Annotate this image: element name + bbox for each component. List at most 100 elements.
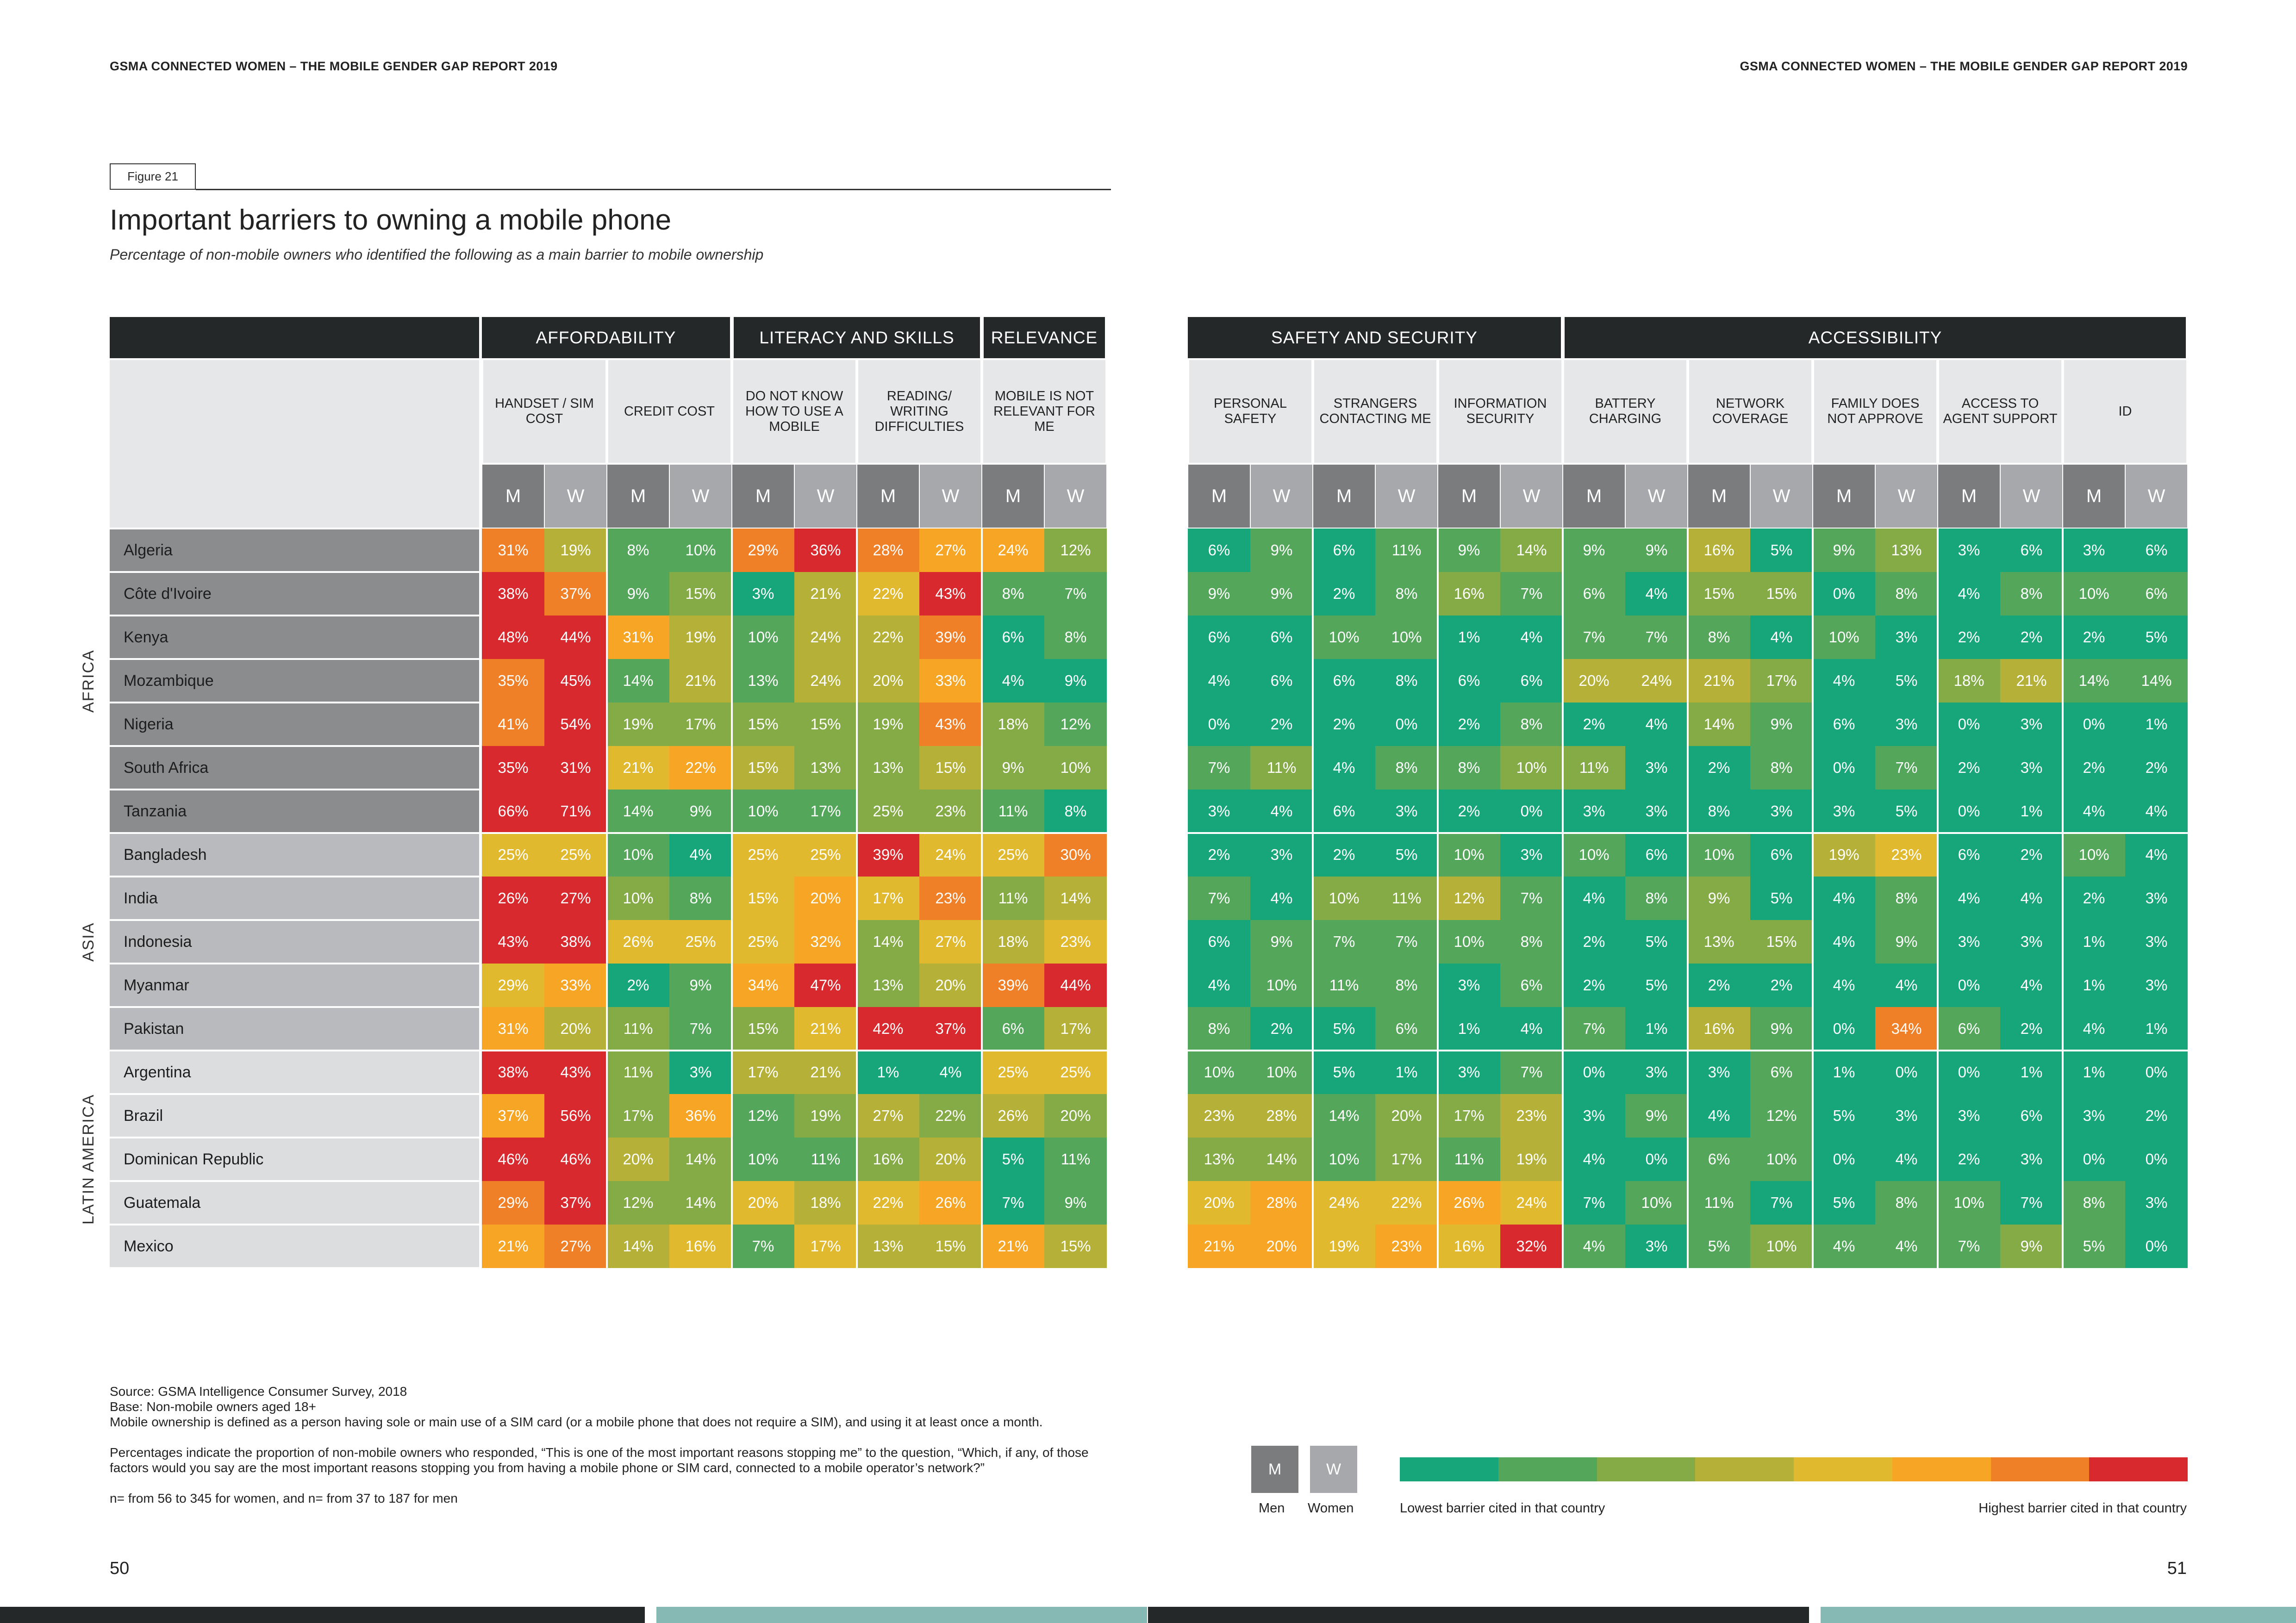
heat-cell: 7%	[1044, 572, 1107, 616]
heat-cell: 22%	[669, 746, 732, 790]
region-label: ASIA	[80, 922, 97, 962]
heat-cell: 23%	[1044, 920, 1107, 964]
heat-cell: 24%	[1313, 1181, 1375, 1225]
heat-cell: 1%	[2063, 964, 2125, 1007]
heat-cell: 2%	[2125, 746, 2188, 790]
barrier-header-10: FAMILY DOES NOT APPROVE	[1814, 360, 1936, 463]
heat-cell: 30%	[1044, 833, 1107, 877]
sex-header-4-1: W	[1045, 465, 1106, 528]
heat-cell: 39%	[857, 833, 919, 877]
heat-cell: 17%	[669, 703, 732, 746]
heat-cell: 10%	[1563, 833, 1625, 877]
heat-cell: 25%	[732, 833, 794, 877]
heat-cell: 7%	[1563, 1007, 1625, 1051]
heat-cell: 3%	[2063, 529, 2125, 572]
heat-cell: 11%	[794, 1138, 857, 1181]
heat-cell: 5%	[1875, 659, 1938, 703]
barrier-header-9: NETWORK COVERAGE	[1689, 360, 1811, 463]
heat-cell: 29%	[732, 529, 794, 572]
heat-cell: 22%	[919, 1094, 982, 1138]
heat-cell: 21%	[1188, 1225, 1250, 1268]
heat-cell: 4%	[2000, 877, 2063, 920]
heat-cell: 2%	[1563, 920, 1625, 964]
heat-cell: 45%	[544, 659, 607, 703]
footer-bar-1	[0, 1607, 645, 1623]
heat-cell: 13%	[857, 1225, 919, 1268]
heat-cell: 5%	[1750, 529, 1813, 572]
heat-cell: 6%	[1438, 659, 1500, 703]
heat-cell: 7%	[1500, 572, 1563, 616]
legend-scale-step	[2089, 1457, 2188, 1481]
heat-cell: 6%	[1313, 790, 1375, 833]
heat-cell: 9%	[982, 746, 1044, 790]
heat-cell: 4%	[1563, 1225, 1625, 1268]
heat-cell: 21%	[482, 1225, 544, 1268]
heat-cell: 20%	[1250, 1225, 1313, 1268]
heat-cell: 3%	[1375, 790, 1438, 833]
heat-cell: 31%	[482, 1007, 544, 1051]
heat-cell: 46%	[544, 1138, 607, 1181]
country-label: Algeria	[110, 529, 479, 571]
heat-cell: 0%	[1500, 790, 1563, 833]
legend-men-box: M	[1251, 1446, 1298, 1493]
sex-header-3-0: M	[857, 465, 919, 528]
heat-cell: 3%	[1250, 833, 1313, 877]
footer-bar-3	[1148, 1607, 1809, 1623]
heat-cell: 4%	[2063, 790, 2125, 833]
figure-rule	[196, 189, 1111, 190]
heat-cell: 2%	[607, 964, 669, 1007]
block-separator	[2062, 529, 2064, 1268]
heat-cell: 2%	[2063, 616, 2125, 659]
heat-cell: 3%	[1813, 790, 1875, 833]
heat-cell: 21%	[607, 746, 669, 790]
sex-header-9-1: W	[1751, 465, 1812, 528]
barrier-header-3: READING/ WRITING DIFFICULTIES	[858, 360, 980, 463]
sex-header-5-1: W	[1251, 465, 1312, 528]
heat-cell: 27%	[919, 920, 982, 964]
heat-cell: 9%	[1044, 659, 1107, 703]
heat-cell: 5%	[1750, 877, 1813, 920]
heat-cell: 10%	[1188, 1051, 1250, 1094]
heat-cell: 5%	[1875, 790, 1938, 833]
heat-cell: 4%	[2000, 964, 2063, 1007]
heat-cell: 20%	[794, 877, 857, 920]
barrier-header-0: HANDSET / SIM COST	[483, 360, 605, 463]
heat-cell: 15%	[919, 1225, 982, 1268]
heat-cell: 35%	[482, 746, 544, 790]
note-sample-size: n= from 56 to 345 for women, and n= from…	[110, 1491, 458, 1505]
heat-cell: 25%	[732, 920, 794, 964]
heat-cell: 10%	[669, 529, 732, 572]
heat-cell: 4%	[1625, 703, 1688, 746]
heat-cell: 66%	[482, 790, 544, 833]
heat-cell: 6%	[1750, 1051, 1813, 1094]
heat-cell: 8%	[1375, 964, 1438, 1007]
heat-cell: 2%	[1688, 746, 1750, 790]
heat-cell: 15%	[669, 572, 732, 616]
heat-cell: 1%	[1438, 1007, 1500, 1051]
heat-cell: 9%	[1750, 1007, 1813, 1051]
heat-cell: 11%	[982, 790, 1044, 833]
country-label: Indonesia	[110, 921, 479, 963]
heat-cell: 21%	[2000, 659, 2063, 703]
heat-cell: 16%	[669, 1225, 732, 1268]
heat-cell: 0%	[1563, 1051, 1625, 1094]
heat-cell: 22%	[857, 1181, 919, 1225]
heat-cell: 10%	[1500, 746, 1563, 790]
heat-cell: 4%	[1688, 1094, 1750, 1138]
heat-cell: 9%	[1563, 529, 1625, 572]
heat-cell: 3%	[1625, 746, 1688, 790]
heat-cell: 8%	[1625, 877, 1688, 920]
heat-cell: 25%	[1044, 1051, 1107, 1094]
heat-cell: 39%	[982, 964, 1044, 1007]
heat-cell: 8%	[607, 529, 669, 572]
heat-cell: 1%	[2000, 790, 2063, 833]
heat-cell: 4%	[1188, 964, 1250, 1007]
region-label: LATIN AMERICA	[80, 1094, 97, 1225]
heat-cell: 44%	[1044, 964, 1107, 1007]
heat-cell: 37%	[544, 572, 607, 616]
heat-cell: 21%	[794, 572, 857, 616]
heat-cell: 11%	[1375, 529, 1438, 572]
sex-header-11-1: W	[2001, 465, 2062, 528]
heat-cell: 27%	[544, 877, 607, 920]
heat-cell: 2%	[1313, 572, 1375, 616]
